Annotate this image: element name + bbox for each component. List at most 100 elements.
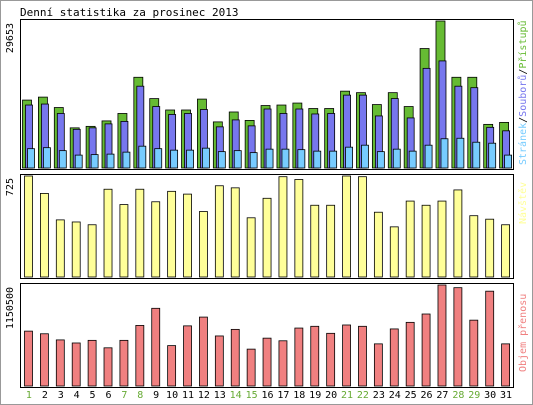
y-max-label: 1150500 xyxy=(5,287,16,329)
legend-separator: / xyxy=(518,117,529,123)
day-label-28: 28 xyxy=(452,390,464,401)
bar-pages-day-2 xyxy=(43,147,51,169)
bar-pages-day-29 xyxy=(472,141,481,169)
bar-pages-day-24 xyxy=(392,148,401,169)
bar-volume-day-28 xyxy=(453,287,463,387)
bar-pages-day-20 xyxy=(329,150,338,169)
day-label-1: 1 xyxy=(26,390,32,401)
bar-volume-day-2 xyxy=(40,333,49,387)
bar-visits-day-18 xyxy=(294,179,304,278)
bar-visits-day-22 xyxy=(358,176,367,278)
bar-visits-day-17 xyxy=(278,176,288,278)
legend-entry-files: Souborů xyxy=(517,75,529,117)
bar-volume-day-29 xyxy=(469,319,479,387)
bar-visits-day-19 xyxy=(310,204,320,278)
bar-volume-day-5 xyxy=(87,339,97,387)
day-label-22: 22 xyxy=(357,390,369,401)
day-label-5: 5 xyxy=(90,390,96,401)
bar-visits-day-14 xyxy=(230,187,240,278)
bar-pages-day-23 xyxy=(376,151,385,169)
day-label-23: 23 xyxy=(373,390,385,401)
bar-visits-day-4 xyxy=(71,221,81,278)
day-label-12: 12 xyxy=(198,390,210,401)
bar-visits-day-31 xyxy=(501,224,510,278)
bar-volume-day-22 xyxy=(358,325,367,387)
bar-pages-day-21 xyxy=(345,146,353,169)
bar-volume-day-15 xyxy=(246,348,256,387)
bar-visits-day-5 xyxy=(87,224,97,278)
day-label-26: 26 xyxy=(421,390,433,401)
bar-volume-day-6 xyxy=(103,347,113,387)
bar-volume-day-24 xyxy=(389,328,399,387)
bar-visits-day-13 xyxy=(214,185,224,278)
bar-visits-day-2 xyxy=(40,193,49,278)
day-label-16: 16 xyxy=(261,390,273,401)
bar-visits-day-7 xyxy=(119,204,129,278)
day-label-19: 19 xyxy=(309,390,321,401)
bar-pages-day-5 xyxy=(90,154,99,169)
day-label-27: 27 xyxy=(436,390,448,401)
bar-volume-day-23 xyxy=(373,343,383,387)
day-label-6: 6 xyxy=(105,390,111,401)
bar-pages-day-12 xyxy=(202,147,210,169)
bar-volume-day-9 xyxy=(151,307,161,387)
bar-visits-day-25 xyxy=(405,200,415,278)
bar-volume-day-18 xyxy=(294,327,304,387)
bar-volume-day-10 xyxy=(167,345,177,387)
bar-visits-day-12 xyxy=(199,211,208,278)
bar-volume-day-14 xyxy=(230,328,240,387)
day-label-11: 11 xyxy=(182,390,194,401)
day-label-9: 9 xyxy=(153,390,159,401)
day-label-13: 13 xyxy=(214,390,226,401)
bar-visits-day-3 xyxy=(55,219,65,278)
bar-volume-day-3 xyxy=(55,339,65,387)
bar-visits-day-11 xyxy=(183,193,192,278)
bar-visits-day-10 xyxy=(167,190,177,278)
bar-pages-day-4 xyxy=(74,154,83,169)
day-label-3: 3 xyxy=(58,390,64,401)
bar-volume-day-7 xyxy=(119,339,129,387)
bar-pages-day-31 xyxy=(504,154,512,169)
bar-volume-day-4 xyxy=(71,342,81,387)
day-label-4: 4 xyxy=(74,390,80,401)
legend-entry-hits: Přístupů xyxy=(517,20,529,68)
legend-hits-files-pages: Stránek/Souborů/Přístupů xyxy=(517,20,529,165)
bar-pages-day-22 xyxy=(361,144,369,169)
day-label-29: 29 xyxy=(468,390,480,401)
bar-visits-day-21 xyxy=(342,175,351,278)
bar-volume-day-13 xyxy=(214,335,224,387)
bar-volume-day-12 xyxy=(199,316,208,387)
bar-volume-day-27 xyxy=(437,284,447,387)
panel-transfer-volume: 1150500 Objem přenosu xyxy=(5,283,529,388)
bar-pages-day-17 xyxy=(281,148,290,169)
bar-pages-day-25 xyxy=(408,150,417,169)
bar-pages-day-27 xyxy=(440,138,449,169)
bar-pages-day-7 xyxy=(122,151,131,169)
legend-transfer-volume: Objem přenosu xyxy=(517,294,529,372)
bar-visits-day-9 xyxy=(151,201,161,278)
day-label-18: 18 xyxy=(293,390,305,401)
bar-volume-day-20 xyxy=(326,332,336,387)
chart-title: Denní statistika za prosinec 2013 xyxy=(20,6,239,19)
day-label-17: 17 xyxy=(277,390,289,401)
bar-pages-day-10 xyxy=(170,149,179,169)
day-label-31: 31 xyxy=(500,390,512,401)
day-labels: 1 2 3 4 5 6 7 8 9 10 11 12 13 14 15 16 17 18 19 20 21 22 23 24 2… xyxy=(26,390,512,401)
bar-pages-day-26 xyxy=(424,144,433,169)
legend-visits: Návštěv xyxy=(517,182,529,224)
bar-pages-day-3 xyxy=(58,150,67,169)
bar-visits-day-6 xyxy=(103,188,113,278)
day-label-7: 7 xyxy=(121,390,127,401)
day-label-25: 25 xyxy=(405,390,417,401)
bar-visits-day-27 xyxy=(437,200,447,278)
day-label-20: 20 xyxy=(325,390,337,401)
bar-volume-day-26 xyxy=(421,313,431,387)
day-label-30: 30 xyxy=(484,390,496,401)
day-label-24: 24 xyxy=(389,390,401,401)
bar-pages-day-9 xyxy=(154,148,163,169)
bar-visits-day-29 xyxy=(469,215,479,278)
bar-pages-day-19 xyxy=(313,150,322,169)
bar-volume-day-1 xyxy=(24,330,33,387)
bar-volume-day-19 xyxy=(310,325,320,387)
